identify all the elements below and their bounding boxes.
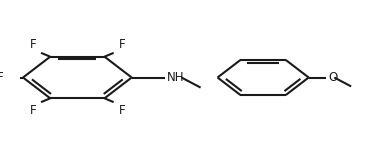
Text: NH: NH — [167, 71, 184, 84]
Text: F: F — [30, 38, 36, 51]
Text: F: F — [0, 71, 4, 84]
Text: F: F — [118, 38, 125, 51]
Text: F: F — [30, 104, 36, 117]
Text: O: O — [328, 71, 337, 84]
Text: F: F — [118, 104, 125, 117]
